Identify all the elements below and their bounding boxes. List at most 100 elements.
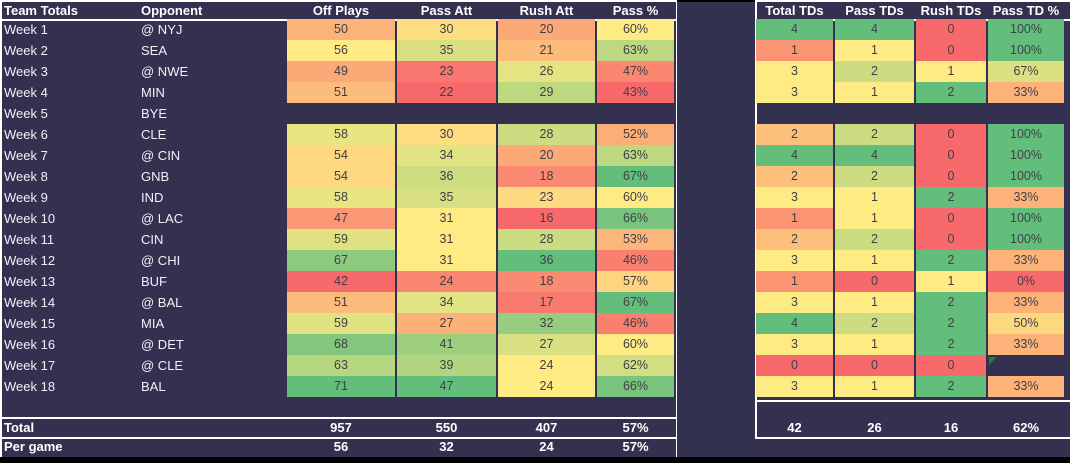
header-total-tds[interactable]: Total TDs <box>765 3 824 18</box>
heatmap-cell[interactable]: 31 <box>397 250 496 271</box>
heatmap-cell[interactable]: 0 <box>916 124 986 145</box>
opponent-cell[interactable]: BAL <box>141 379 166 394</box>
week-label-cell[interactable]: Week 7 <box>4 148 48 163</box>
heatmap-cell[interactable]: 36 <box>397 166 496 187</box>
total-value-cell[interactable]: 26 <box>867 420 882 435</box>
total-value-cell[interactable]: 62% <box>1012 420 1040 435</box>
heatmap-cell[interactable]: 68 <box>287 334 395 355</box>
heatmap-cell[interactable]: 2 <box>835 166 914 187</box>
heatmap-cell[interactable]: 27 <box>498 334 595 355</box>
heatmap-cell[interactable]: 0 <box>916 145 986 166</box>
heatmap-cell[interactable]: 26 <box>498 61 595 82</box>
heatmap-cell[interactable]: 33% <box>988 187 1064 208</box>
heatmap-cell[interactable]: 3 <box>756 292 833 313</box>
heatmap-cell[interactable]: 4 <box>756 313 833 334</box>
opponent-cell[interactable]: MIN <box>141 85 165 100</box>
heatmap-cell[interactable]: 33% <box>988 376 1064 397</box>
opponent-cell[interactable]: @ LAC <box>141 211 184 226</box>
total-value-cell[interactable]: 407 <box>535 420 558 435</box>
opponent-cell[interactable]: MIA <box>141 316 165 331</box>
heatmap-cell[interactable]: 0 <box>916 40 986 61</box>
per-game-value-cell[interactable]: 32 <box>439 439 454 454</box>
week-label-cell[interactable]: Week 2 <box>4 43 48 58</box>
opponent-cell[interactable]: SEA <box>141 43 168 58</box>
heatmap-cell[interactable]: 35 <box>397 40 496 61</box>
heatmap-cell[interactable]: 0 <box>835 355 914 376</box>
opponent-cell[interactable]: BYE <box>141 106 168 121</box>
heatmap-cell[interactable]: 1 <box>835 334 914 355</box>
header-off-plays[interactable]: Off Plays <box>312 3 370 18</box>
heatmap-cell[interactable]: 3 <box>756 334 833 355</box>
week-label-cell[interactable]: Week 13 <box>4 274 56 289</box>
heatmap-cell[interactable]: 52% <box>597 124 674 145</box>
heatmap-cell[interactable]: 56 <box>287 40 395 61</box>
heatmap-cell[interactable]: 47 <box>397 376 496 397</box>
heatmap-cell[interactable]: 1 <box>756 271 833 292</box>
week-label-cell[interactable]: Week 15 <box>4 316 56 331</box>
opponent-cell[interactable]: CLE <box>141 127 167 142</box>
heatmap-cell[interactable]: 21 <box>498 40 595 61</box>
heatmap-cell[interactable]: 49 <box>287 61 395 82</box>
heatmap-cell[interactable]: 4 <box>835 19 914 40</box>
heatmap-cell[interactable]: 1 <box>916 61 986 82</box>
heatmap-cell[interactable]: 58 <box>287 124 395 145</box>
heatmap-cell[interactable]: 50% <box>988 313 1064 334</box>
heatmap-cell[interactable]: 43% <box>597 82 674 103</box>
heatmap-cell[interactable]: 2 <box>916 82 986 103</box>
heatmap-cell[interactable]: 33% <box>988 292 1064 313</box>
heatmap-cell[interactable]: 57% <box>597 271 674 292</box>
heatmap-cell[interactable]: 28 <box>498 124 595 145</box>
heatmap-cell[interactable]: 63% <box>597 145 674 166</box>
heatmap-cell[interactable]: 1 <box>916 271 986 292</box>
header-rush-att[interactable]: Rush Att <box>519 3 574 18</box>
error-cell[interactable] <box>988 355 1064 376</box>
heatmap-cell[interactable]: 2 <box>916 376 986 397</box>
heatmap-cell[interactable]: 23 <box>397 61 496 82</box>
total-value-cell[interactable]: 42 <box>787 420 802 435</box>
opponent-cell[interactable]: CIN <box>141 232 164 247</box>
opponent-cell[interactable]: @ CHI <box>141 253 181 268</box>
heatmap-cell[interactable]: 2 <box>835 124 914 145</box>
week-label-cell[interactable]: Week 12 <box>4 253 56 268</box>
header-pass-pct[interactable]: Pass % <box>612 3 659 18</box>
heatmap-cell[interactable]: 47% <box>597 61 674 82</box>
heatmap-cell[interactable]: 59 <box>287 313 395 334</box>
header-opponent[interactable]: Opponent <box>141 3 203 18</box>
heatmap-cell[interactable]: 67 <box>287 250 395 271</box>
heatmap-cell[interactable]: 0 <box>916 229 986 250</box>
heatmap-cell[interactable]: 0 <box>916 208 986 229</box>
heatmap-cell[interactable]: 67% <box>597 292 674 313</box>
heatmap-cell[interactable]: 24 <box>498 355 595 376</box>
opponent-cell[interactable]: BUF <box>141 274 167 289</box>
heatmap-cell[interactable]: 100% <box>988 229 1064 250</box>
heatmap-cell[interactable]: 51 <box>287 292 395 313</box>
per-game-value-cell[interactable]: 57% <box>622 439 649 454</box>
heatmap-cell[interactable]: 1 <box>835 292 914 313</box>
total-value-cell[interactable]: 16 <box>943 420 959 435</box>
heatmap-cell[interactable]: 33% <box>988 334 1064 355</box>
heatmap-cell[interactable]: 3 <box>756 61 833 82</box>
heatmap-cell[interactable]: 54 <box>287 166 395 187</box>
heatmap-cell[interactable]: 2 <box>835 313 914 334</box>
heatmap-cell[interactable]: 2 <box>756 124 833 145</box>
heatmap-cell[interactable]: 22 <box>397 82 496 103</box>
per-game-value-cell[interactable]: 56 <box>333 439 349 454</box>
heatmap-cell[interactable]: 100% <box>988 124 1064 145</box>
per-game-value-cell[interactable]: 24 <box>539 439 554 454</box>
week-label-cell[interactable]: Week 5 <box>4 106 48 121</box>
heatmap-cell[interactable]: 100% <box>988 40 1064 61</box>
heatmap-cell[interactable]: 4 <box>756 145 833 166</box>
heatmap-cell[interactable]: 3 <box>756 82 833 103</box>
total-value-cell[interactable]: 57% <box>622 420 649 435</box>
heatmap-cell[interactable]: 62% <box>597 355 674 376</box>
heatmap-cell[interactable]: 1 <box>835 187 914 208</box>
heatmap-cell[interactable]: 67% <box>988 61 1064 82</box>
heatmap-cell[interactable]: 30 <box>397 19 496 40</box>
week-label-cell[interactable]: Week 16 <box>4 337 56 352</box>
heatmap-cell[interactable]: 2 <box>916 187 986 208</box>
heatmap-cell[interactable]: 67% <box>597 166 674 187</box>
heatmap-cell[interactable]: 3 <box>756 187 833 208</box>
week-label-cell[interactable]: Week 1 <box>4 22 48 37</box>
heatmap-cell[interactable]: 35 <box>397 187 496 208</box>
heatmap-cell[interactable]: 24 <box>397 271 496 292</box>
